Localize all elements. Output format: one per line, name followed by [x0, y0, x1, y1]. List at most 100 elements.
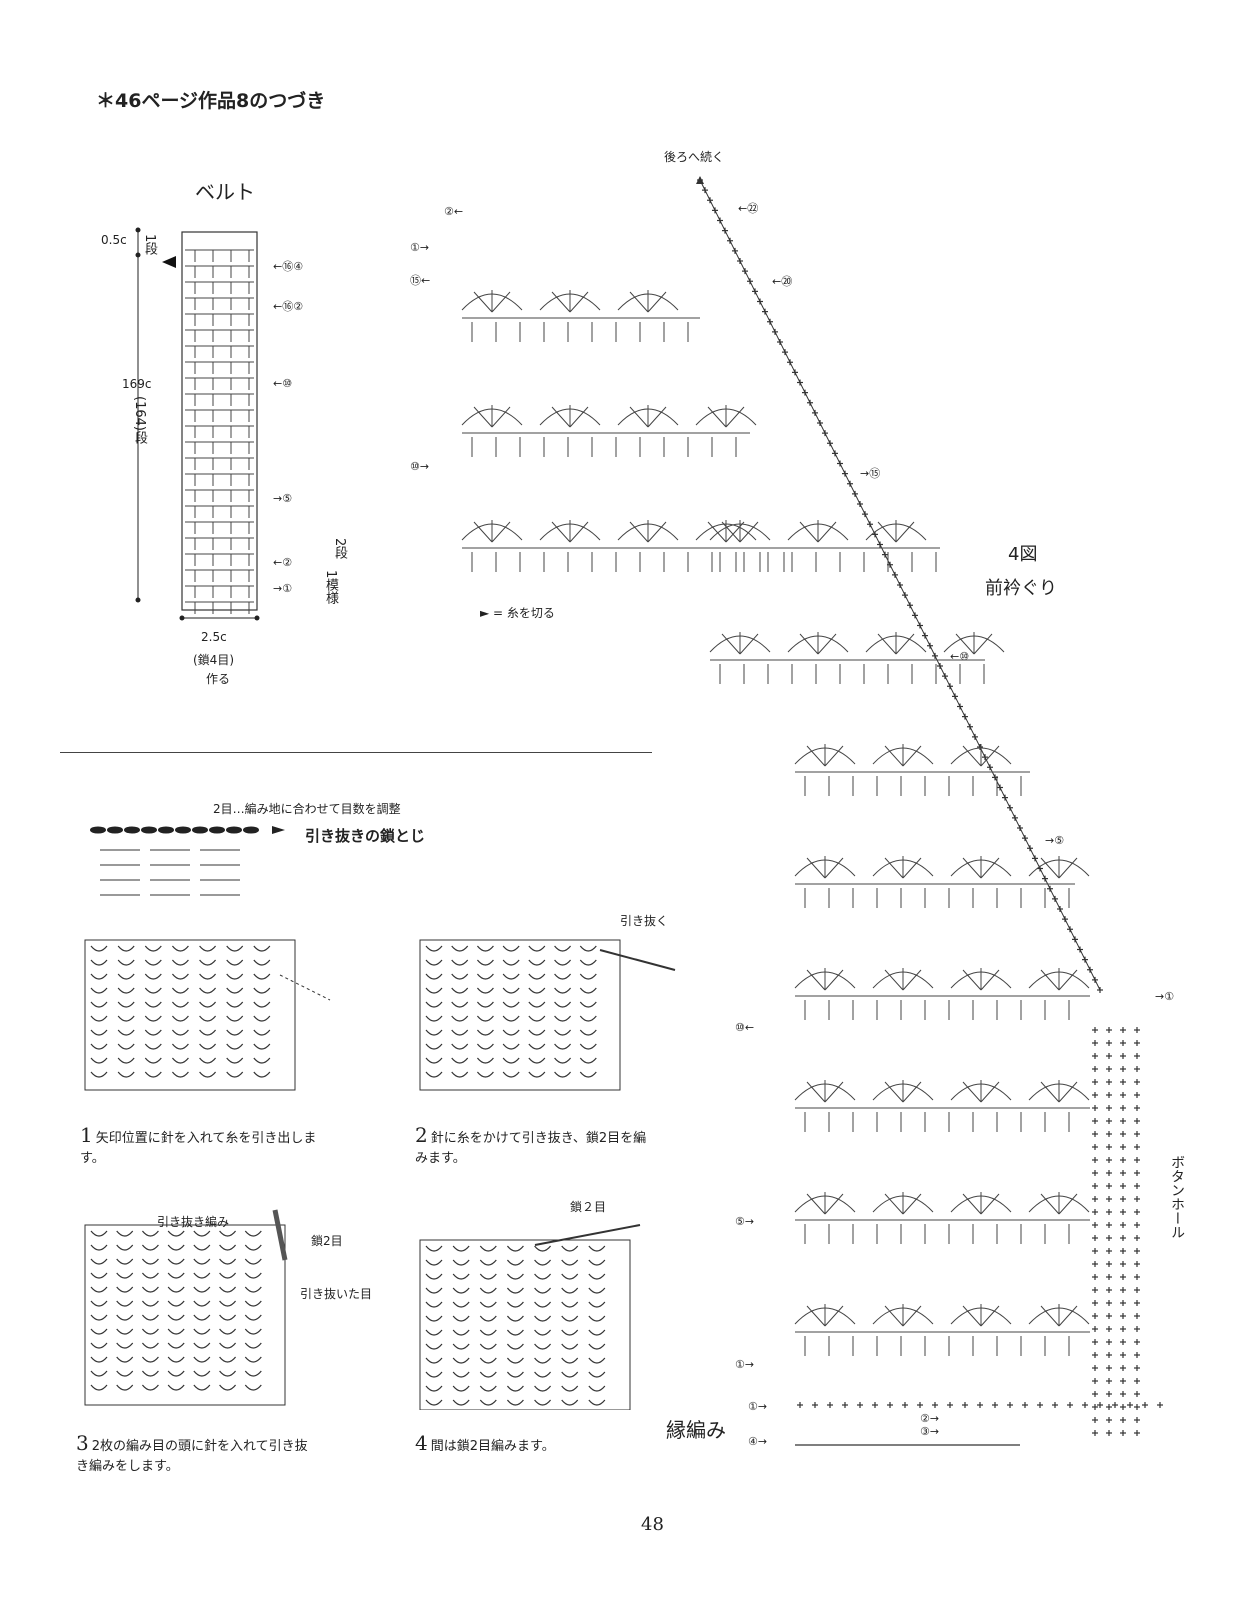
knit-stitch: [193, 1258, 211, 1265]
knit-stitch: [506, 1259, 524, 1266]
knit-stitch: [579, 1029, 597, 1036]
knit-stitch: [534, 1273, 552, 1280]
band-row-label: →①: [1155, 990, 1175, 1003]
knit-stitch: [144, 1071, 162, 1078]
shell-fan: [955, 632, 993, 655]
knit-stitch: [479, 1259, 497, 1266]
shell-fan: [707, 405, 745, 428]
knit-stitch: [425, 1043, 443, 1050]
knit-stitch: [219, 1244, 237, 1251]
knit-stitch: [579, 1057, 597, 1064]
knit-stitch: [561, 1245, 579, 1252]
knit-stitch: [534, 1357, 552, 1364]
knit-stitch: [425, 959, 443, 966]
shell-fan: [721, 632, 759, 655]
step-number: 2: [415, 1123, 428, 1147]
knit-stitch: [90, 1057, 108, 1064]
chain-stitch: [158, 826, 174, 834]
knit-stitch: [167, 1356, 185, 1363]
knit-stitch: [193, 1300, 211, 1307]
knit-stitch: [451, 945, 469, 952]
knit-stitch: [528, 959, 546, 966]
step2-illustration: [419, 939, 676, 1091]
belt-dim-rows: (164)段: [132, 396, 147, 444]
knit-stitch: [479, 1385, 497, 1392]
step-number: 3: [76, 1431, 89, 1455]
knit-stitch: [561, 1399, 579, 1406]
shell-fan: [473, 405, 511, 428]
knit-stitch: [199, 1001, 217, 1008]
knit-stitch: [425, 1259, 443, 1266]
knit-stitch: [528, 1015, 546, 1022]
shell-fan: [884, 1304, 922, 1327]
knit-stitch: [579, 1001, 597, 1008]
knit-stitch: [506, 1273, 524, 1280]
shell-fan: [962, 1192, 1000, 1215]
knit-stitch: [452, 1315, 470, 1322]
neck-row-label: ⑩→: [410, 460, 430, 473]
front-row-label: ①→: [735, 1358, 755, 1371]
knit-stitch: [116, 1370, 134, 1377]
shell-fan: [884, 856, 922, 879]
knit-stitch: [561, 1301, 579, 1308]
knit-stitch: [244, 1244, 262, 1251]
knit-stitch: [554, 1043, 572, 1050]
knit-stitch: [116, 1314, 134, 1321]
knit-stitch: [554, 959, 572, 966]
knit-stitch: [502, 1071, 520, 1078]
knit-stitch: [244, 1258, 262, 1265]
knit-stitch: [588, 1287, 606, 1294]
knit-stitch: [90, 1384, 108, 1391]
knit-stitch: [117, 945, 135, 952]
chain-stitch: [141, 826, 157, 834]
knit-stitch: [554, 973, 572, 980]
knit-stitch: [226, 1071, 244, 1078]
knit-stitch: [253, 945, 271, 952]
knit-stitch: [117, 973, 135, 980]
knit-stitch: [199, 1015, 217, 1022]
knit-stitch: [425, 987, 443, 994]
knit-stitch: [199, 1057, 217, 1064]
knit-stitch: [90, 1001, 108, 1008]
knit-stitch: [253, 1057, 271, 1064]
chain-stitch: [209, 826, 225, 834]
knit-stitch: [219, 1328, 237, 1335]
knit-stitch: [226, 973, 244, 980]
step3-callout-a: 引き抜き編み: [157, 1215, 230, 1229]
shell-fan: [806, 856, 844, 879]
knit-stitch: [425, 1371, 443, 1378]
knit-stitch: [561, 1357, 579, 1364]
knit-stitch: [588, 1357, 606, 1364]
knit-stitch: [554, 1029, 572, 1036]
knit-stitch: [144, 973, 162, 980]
belt-dim-width: 2.5c: [201, 630, 227, 644]
cut-yarn-legend: ► = 糸を切る: [480, 606, 555, 620]
slope-row-label: ←⑳: [772, 275, 793, 288]
knit-stitch: [90, 1071, 108, 1078]
belt-row-label: →①: [273, 582, 293, 595]
buttonhole-label: ボタンホール: [1169, 1155, 1185, 1239]
knit-stitch: [116, 1258, 134, 1265]
knit-stitch: [90, 987, 108, 994]
knit-stitch: [193, 1328, 211, 1335]
step2-callout: 引き抜く: [620, 914, 669, 928]
shell-fan: [551, 290, 589, 313]
knit-stitch: [528, 1001, 546, 1008]
knit-stitch: [90, 1258, 108, 1265]
knit-stitch: [116, 1272, 134, 1279]
knit-stitch: [579, 1015, 597, 1022]
knit-stitch: [588, 1315, 606, 1322]
knit-stitch: [171, 1015, 189, 1022]
knit-stitch: [476, 1071, 494, 1078]
knit-stitch: [425, 1001, 443, 1008]
knit-stitch: [502, 987, 520, 994]
knit-stitch: [219, 1356, 237, 1363]
knit-stitch: [141, 1314, 159, 1321]
knit-stitch: [476, 1029, 494, 1036]
knit-stitch: [588, 1343, 606, 1350]
knit-stitch: [425, 1315, 443, 1322]
knit-stitch: [425, 1029, 443, 1036]
knit-stitch: [141, 1286, 159, 1293]
knit-stitch: [193, 1384, 211, 1391]
knit-stitch: [452, 1301, 470, 1308]
